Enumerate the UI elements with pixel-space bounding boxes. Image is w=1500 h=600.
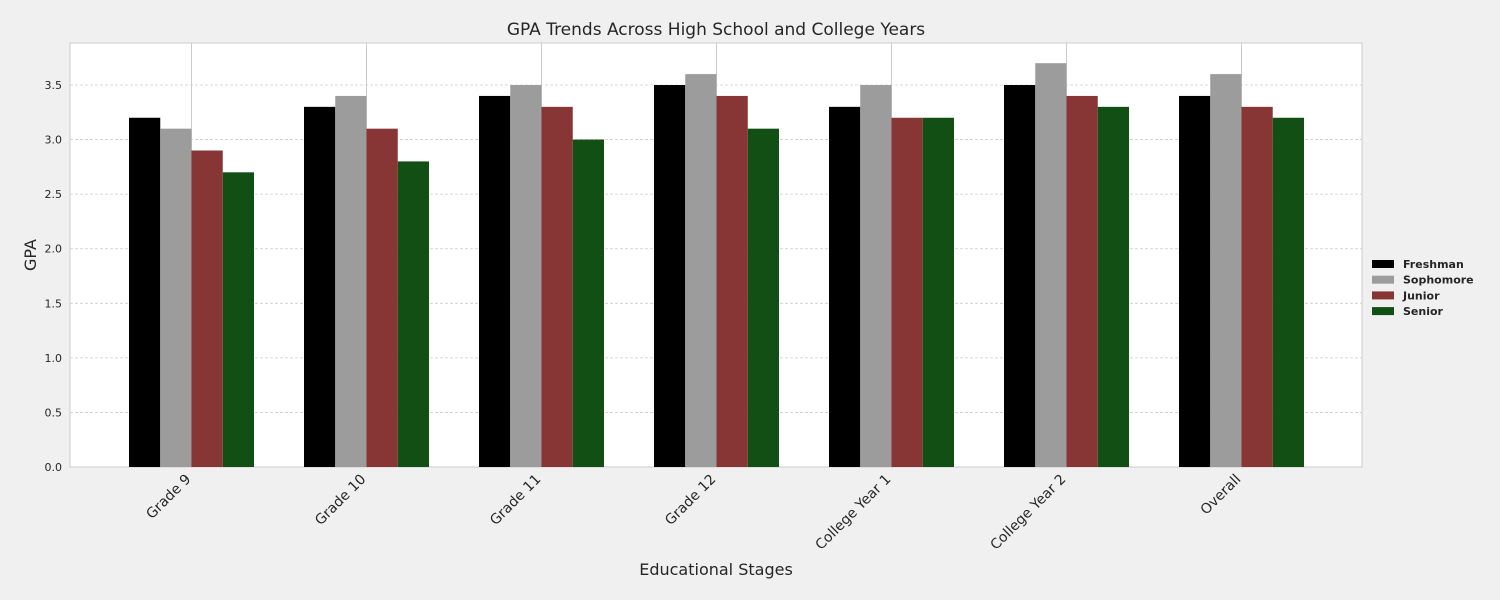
bar-sophomore-3 (685, 74, 717, 467)
y-tick-label: 1.0 (45, 352, 63, 365)
bar-junior-4 (891, 117, 923, 467)
bar-sophomore-1 (335, 95, 367, 467)
bar-freshman-4 (829, 106, 861, 468)
legend-label-senior: Senior (1403, 305, 1444, 318)
bar-senior-0 (222, 172, 254, 467)
bar-freshman-2 (479, 95, 511, 467)
bar-freshman-6 (1179, 95, 1211, 467)
legend-label-junior: Junior (1402, 289, 1440, 302)
bar-senior-2 (572, 139, 604, 468)
bar-junior-1 (366, 128, 398, 467)
legend-label-freshman: Freshman (1403, 258, 1464, 271)
bar-sophomore-4 (860, 85, 892, 468)
bar-senior-4 (922, 117, 954, 467)
chart-title: GPA Trends Across High School and Colleg… (507, 20, 925, 40)
bar-junior-5 (1066, 95, 1098, 467)
bar-senior-3 (747, 128, 779, 467)
bar-junior-3 (716, 95, 748, 467)
bar-senior-1 (397, 161, 429, 467)
y-tick-label: 2.0 (45, 243, 63, 256)
bar-junior-6 (1241, 106, 1273, 468)
bar-freshman-5 (1004, 85, 1036, 468)
bar-junior-2 (541, 106, 573, 468)
y-axis-ticks: 0.0 0.5 1.0 1.5 2.0 2.5 3.0 3.5 (45, 79, 63, 474)
bars (129, 63, 1304, 468)
bar-sophomore-5 (1035, 63, 1067, 467)
bar-senior-5 (1097, 106, 1129, 468)
bar-freshman-3 (654, 85, 686, 468)
bar-sophomore-2 (510, 85, 542, 468)
bar-junior-0 (191, 150, 223, 467)
y-axis-label: GPA (21, 239, 40, 271)
bar-sophomore-0 (160, 128, 192, 467)
y-tick-label: 1.5 (45, 297, 63, 310)
y-tick-label: 0.5 (45, 406, 63, 419)
bar-senior-6 (1272, 117, 1304, 467)
bar-freshman-0 (129, 117, 161, 467)
y-tick-label: 0.0 (45, 461, 63, 474)
legend-swatch-sophomore (1372, 275, 1394, 284)
legend-swatch-freshman (1372, 260, 1394, 268)
legend-label-sophomore: Sophomore (1403, 274, 1474, 287)
y-tick-label: 3.0 (45, 134, 63, 147)
bar-sophomore-6 (1210, 74, 1242, 467)
legend-swatch-senior (1372, 307, 1394, 316)
legend-swatch-junior (1372, 291, 1394, 300)
legend: Freshman Sophomore Junior Senior (1372, 258, 1474, 318)
x-axis-label: Educational Stages (639, 560, 793, 579)
y-tick-label: 3.5 (45, 79, 63, 92)
bar-freshman-1 (304, 106, 336, 468)
y-tick-label: 2.5 (45, 188, 63, 201)
